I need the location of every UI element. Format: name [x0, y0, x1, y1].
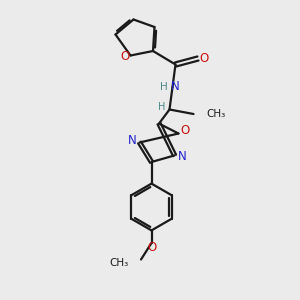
Text: CH₃: CH₃ [109, 257, 128, 268]
Text: N: N [128, 134, 136, 148]
Text: H: H [160, 82, 168, 92]
Text: O: O [147, 241, 156, 254]
Text: N: N [171, 80, 180, 94]
Text: CH₃: CH₃ [206, 109, 225, 119]
Text: O: O [121, 50, 130, 64]
Text: H: H [158, 101, 166, 112]
Text: O: O [200, 52, 208, 65]
Text: N: N [178, 150, 187, 164]
Text: O: O [181, 124, 190, 137]
